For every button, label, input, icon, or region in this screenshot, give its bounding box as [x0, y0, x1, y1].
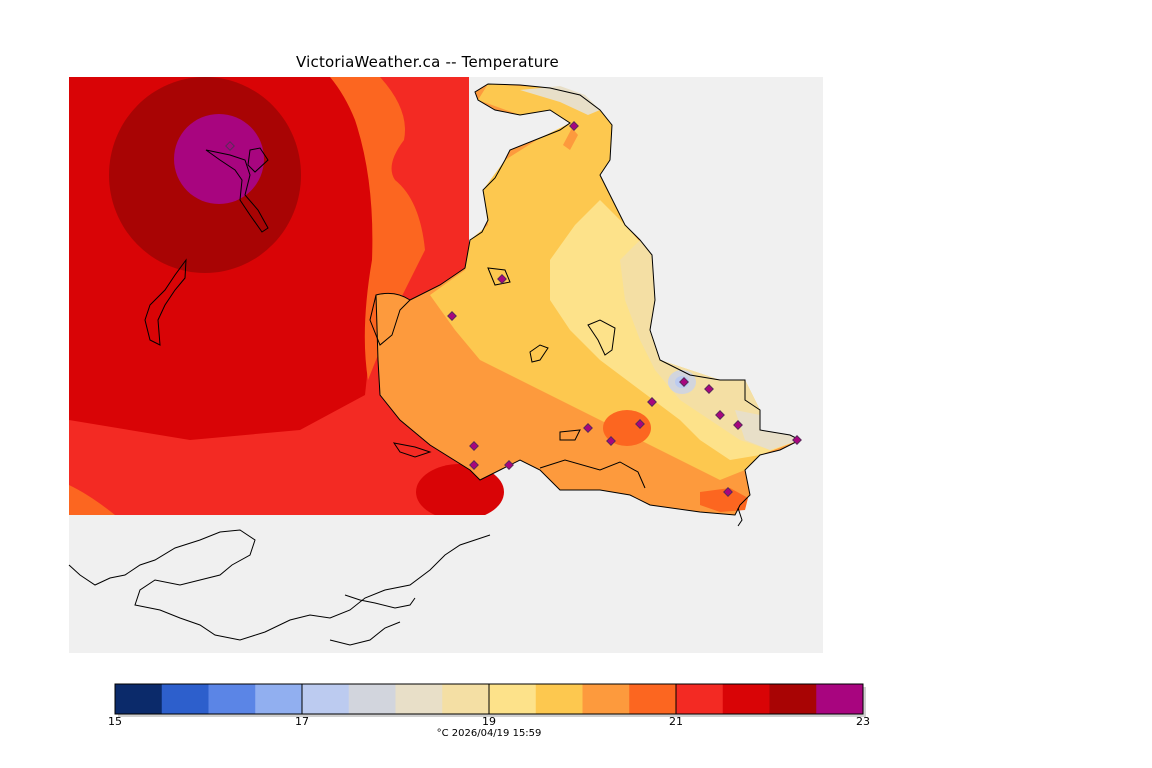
legend-swatch — [208, 684, 256, 714]
legend-swatch — [816, 684, 864, 714]
station-marker[interactable] — [606, 436, 616, 446]
station-marker[interactable] — [792, 435, 802, 445]
legend-swatch — [161, 684, 209, 714]
legend-swatch — [722, 684, 770, 714]
station-marker[interactable] — [469, 441, 479, 451]
station-marker[interactable] — [635, 419, 645, 429]
legend-swatch — [489, 684, 537, 714]
station-marker[interactable] — [504, 460, 514, 470]
station-marker[interactable] — [447, 311, 457, 321]
station-marker[interactable] — [497, 274, 507, 284]
station-marker[interactable] — [647, 397, 657, 407]
station-marker[interactable] — [679, 377, 689, 387]
legend-caption: °C 2026/04/19 15:59 — [436, 728, 542, 739]
legend-swatches — [114, 683, 866, 717]
legend-swatch — [769, 684, 817, 714]
legend-swatch — [302, 684, 350, 714]
coastlines — [68, 83, 802, 646]
legend-tick-label: 23 — [856, 715, 870, 728]
legend-swatch — [442, 684, 490, 714]
station-marker[interactable] — [583, 423, 593, 433]
station-marker[interactable] — [569, 121, 579, 131]
legend-swatch — [348, 684, 396, 714]
legend-tick-label: 15 — [108, 715, 122, 728]
legend-tick-label: 21 — [669, 715, 683, 728]
legend-swatch — [676, 684, 724, 714]
station-markers — [225, 121, 802, 497]
east-temperature-field — [376, 84, 800, 515]
legend-tick-label: 17 — [295, 715, 309, 728]
station-marker[interactable] — [704, 384, 714, 394]
station-marker[interactable] — [733, 420, 743, 430]
legend-swatch — [582, 684, 630, 714]
map-title: VictoriaWeather.ca -- Temperature — [296, 53, 559, 71]
legend-swatch — [629, 684, 677, 714]
legend-tick-label: 19 — [482, 715, 496, 728]
legend-swatch — [395, 684, 443, 714]
station-marker[interactable] — [715, 410, 725, 420]
legend-swatch — [115, 684, 163, 714]
legend-swatch — [535, 684, 583, 714]
station-marker[interactable] — [225, 141, 235, 151]
station-marker[interactable] — [723, 487, 733, 497]
legend-ticks — [114, 684, 864, 714]
legend-swatch — [255, 684, 303, 714]
station-marker[interactable] — [469, 460, 479, 470]
